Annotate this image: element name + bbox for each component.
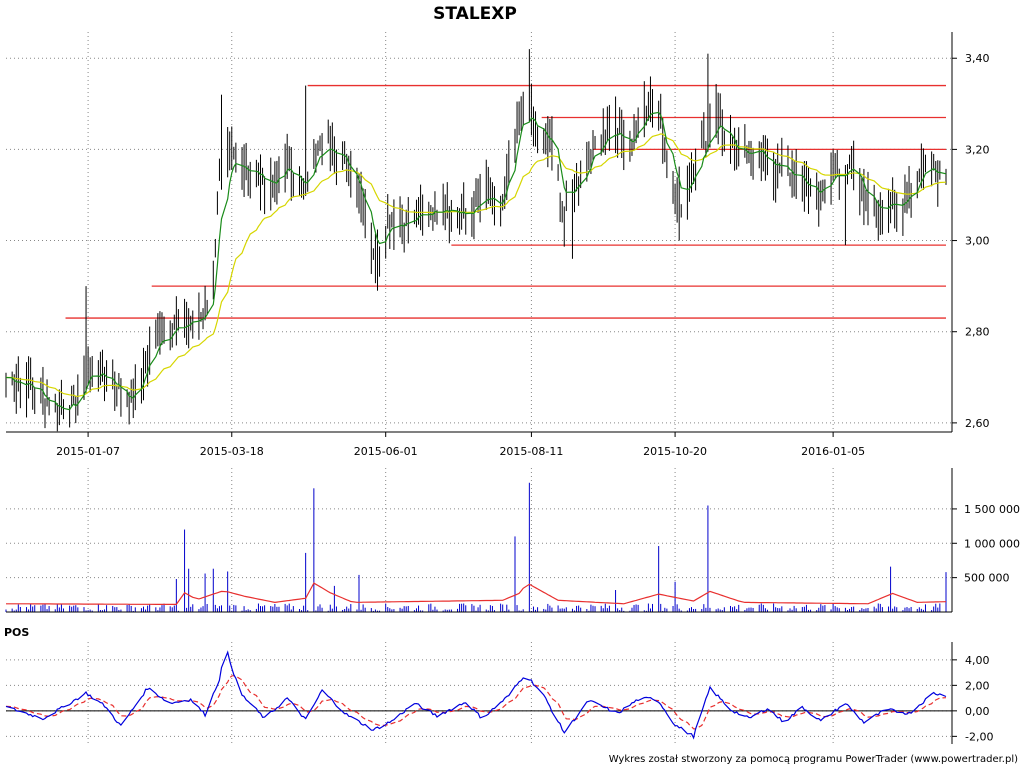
pos-axis: -2,00 0,00 2,00 4,00: [951, 642, 993, 744]
date-tick-label: 2015-10-20: [643, 445, 707, 458]
date-tick-label: 2015-08-11: [499, 445, 563, 458]
volume-tick-label: 1 500 000: [964, 503, 1020, 516]
price-tick-label: 2,80: [965, 326, 990, 339]
date-tick-label: 2015-03-18: [200, 445, 264, 458]
moving-averages: [5, 111, 947, 411]
pos-panel: POS -2,00 0,00 2,00 4,00: [4, 626, 993, 744]
date-tick-label: 2015-06-01: [354, 445, 418, 458]
price-axis: 2,60 2,80 3,00 3,20 3,40: [951, 32, 990, 432]
date-tick-label: 2015-01-07: [56, 445, 120, 458]
volume-gridlines: [6, 508, 952, 579]
ma-short-line: [5, 111, 947, 411]
volume-tick-label: 1 000 000: [964, 537, 1020, 550]
pos-tick-label: -2,00: [965, 730, 993, 743]
price-tick-label: 3,40: [965, 52, 990, 65]
price-tick-label: 2,60: [965, 417, 990, 430]
chart-title: STALEXP: [433, 4, 517, 24]
pos-main-line: [5, 650, 947, 740]
date-tick-label: 2016-01-05: [801, 445, 865, 458]
price-tick-label: 3,00: [965, 235, 990, 248]
pos-tick-label: 4,00: [965, 654, 990, 667]
pos-tick-label: 2,00: [965, 679, 990, 692]
volume-ma-line: [6, 582, 947, 606]
pos-gridlines: [6, 659, 952, 737]
volume-tick-label: 500 000: [964, 572, 1010, 585]
footer-credit: Wykres został stworzony za pomocą progra…: [609, 754, 1018, 765]
volume-axis: 500 000 1 000 000 1 500 000: [6, 468, 1020, 613]
support-resistance-lines: [65, 84, 946, 319]
pos-label: POS: [4, 626, 29, 639]
price-tick-label: 3,20: [965, 143, 990, 156]
date-axis: 2015-01-07 2015-03-18 2015-06-01 2015-08-11…: [6, 431, 952, 458]
volume-average: [6, 582, 947, 606]
pos-lines: [5, 650, 947, 740]
ma-long-line: [6, 133, 947, 398]
volume-panel: 500 000 1 000 000 1 500 000: [5, 468, 1020, 613]
pos-signal-line: [5, 675, 947, 730]
pos-tick-label: 0,00: [965, 705, 990, 718]
